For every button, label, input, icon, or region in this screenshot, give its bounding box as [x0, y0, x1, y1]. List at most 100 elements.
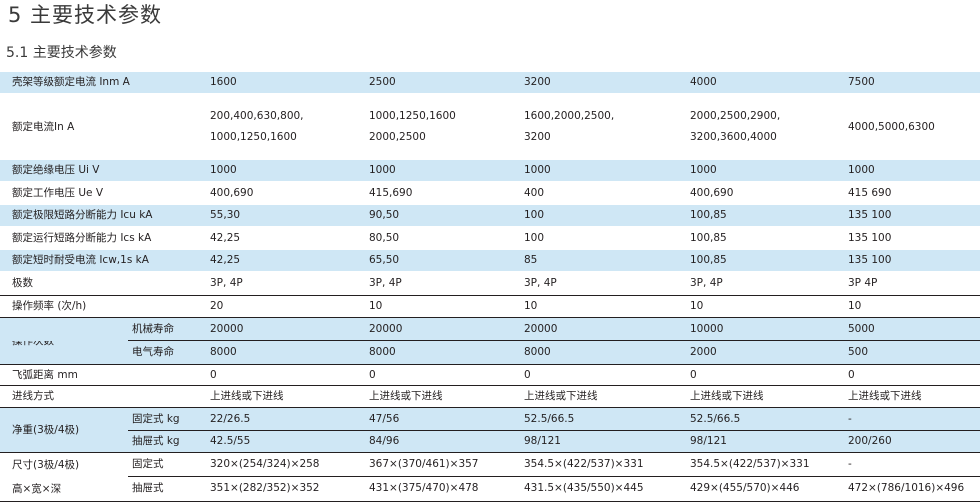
- size-fixed-value: 367×(370/461)×357: [369, 458, 479, 470]
- size-fixed-value: 354.5×(422/537)×331: [524, 458, 644, 470]
- poles-row: 极数 3P, 4P 3P, 4P 3P, 4P 3P, 4P 3P 4P: [0, 273, 980, 294]
- rated-insulation-voltage-row-label: 额定绝缘电压 Ui V: [12, 164, 100, 176]
- short-time-withstand-row-value: 65,50: [369, 254, 400, 266]
- mechanical-life-value: 10000: [690, 323, 724, 335]
- rated-operating-voltage-row-value: 400,690: [210, 187, 254, 199]
- arcing-distance-row-value: 0: [524, 368, 531, 381]
- rated-operating-voltage-row-value: 415,690: [369, 187, 413, 199]
- operation-frequency-row-value: 10: [524, 300, 538, 312]
- rated-insulation-voltage-row-value: 1000: [524, 164, 551, 176]
- operation-frequency-row-value: 10: [369, 300, 383, 312]
- operation-frequency-row-value: 10: [690, 300, 704, 312]
- rated-current-row-value: 4000,5000,6300: [848, 96, 935, 158]
- weight-mid-line: [128, 430, 980, 431]
- mechanical-life-value: 20000: [369, 323, 403, 335]
- size-mid-line: [128, 476, 980, 477]
- size-label-line2: 高×宽×深: [12, 483, 62, 495]
- service-breaking-capacity-row-label: 额定运行短路分断能力 Ics kA: [12, 232, 152, 244]
- weight-fixed-value: 22/26.5: [210, 412, 251, 425]
- electrical-life-value: 8000: [524, 346, 551, 358]
- poles-row-value: 3P, 4P: [690, 277, 723, 289]
- weight-drawout-row: 抽屉式 kg 42.5/55 84/96 98/121 98/121 200/260: [0, 431, 980, 452]
- weight-drawout-value: 98/121: [690, 435, 727, 447]
- size-drawout-value: 429×(455/570)×446: [690, 482, 800, 494]
- rated-current-row-value: 200,400,630,800, 1000,1250,1600: [210, 96, 304, 158]
- ultimate-breaking-capacity-row-value: 100,85: [690, 209, 727, 221]
- service-breaking-capacity-row-value: 100,85: [690, 232, 727, 244]
- service-breaking-capacity-row: 额定运行短路分断能力 Ics kA 42,25 80,50 100 100,85 135 …: [0, 228, 980, 249]
- service-breaking-capacity-row-value: 135 100: [848, 232, 892, 244]
- arcing-distance-row-value: 0: [369, 368, 376, 381]
- rated-operating-voltage-row-value: 400,690: [690, 187, 734, 199]
- ultimate-breaking-capacity-row-label: 额定极限短路分断能力 Icu kA: [12, 209, 153, 221]
- rated-current-row-value-line: 1000,1250,1600: [210, 131, 297, 143]
- weight-drawout-label: 抽屉式 kg: [132, 435, 180, 447]
- operation-frequency-row-label: 操作频率 (次/h): [12, 300, 87, 312]
- size-drawout-value: 351×(282/352)×352: [210, 482, 320, 494]
- weight-fixed-row: 固定式 kg 22/26.5 47/56 52.5/66.5 52.5/66.5 -: [0, 408, 980, 430]
- service-breaking-capacity-row-value: 100: [524, 232, 545, 244]
- rated-operating-voltage-row: 额定工作电压 Ue V 400,690 415,690 400 400,690 415 6…: [0, 183, 980, 204]
- wiring-mode-row-value: 上进线或下进线: [524, 390, 598, 402]
- rated-insulation-voltage-row-value: 1000: [848, 164, 875, 176]
- weight-bottom-line: [0, 452, 980, 453]
- size-drawout-value: 431.5×(435/550)×445: [524, 482, 644, 494]
- size-label-line1: 尺寸(3极/4极): [12, 459, 80, 471]
- electrical-life-label: 电气寿命: [132, 346, 174, 358]
- rated-operating-voltage-row-value: 415 690: [848, 187, 892, 199]
- rated-current-row-value: 1600,2000,2500, 3200: [524, 96, 614, 158]
- size-fixed-label: 固定式: [132, 458, 164, 470]
- poles-row-value: 3P, 4P: [369, 277, 402, 289]
- op-frequency-bottom-line: [0, 317, 980, 318]
- op-count-mid-line: [128, 340, 980, 341]
- poles-row-label: 极数: [12, 277, 33, 289]
- arcing-distance-row-value: 0: [210, 368, 217, 381]
- weight-fixed-value: 47/56: [369, 412, 400, 425]
- ultimate-breaking-capacity-row-value: 100: [524, 209, 545, 221]
- size-fixed-value: 354.5×(422/537)×331: [690, 458, 810, 470]
- page-title: 5 主要技术参数: [8, 3, 163, 27]
- section-title: 5.1 主要技术参数: [6, 45, 117, 61]
- header-row-value: 3200: [524, 76, 551, 88]
- ultimate-breaking-capacity-row: 额定极限短路分断能力 Icu kA 55,30 90,50 100 100,85 135 …: [0, 205, 980, 226]
- wiring-bottom-line: [0, 407, 980, 408]
- weight-drawout-value: 42.5/55: [210, 435, 251, 447]
- wiring-mode-row-value: 上进线或下进线: [848, 390, 922, 402]
- size-fixed-row: 固定式 320×(254/324)×258 367×(370/461)×357 354…: [0, 453, 980, 476]
- header-row-value: 1600: [210, 76, 237, 88]
- ultimate-breaking-capacity-row-value: 135 100: [848, 209, 892, 221]
- short-time-withstand-row-value: 100,85: [690, 254, 727, 266]
- size-label: 尺寸(3极/4极) 高×宽×深: [12, 453, 79, 501]
- rated-insulation-voltage-row-value: 1000: [369, 164, 396, 176]
- rated-insulation-voltage-row-value: 1000: [210, 164, 237, 176]
- rated-operating-voltage-row-value: 400: [524, 187, 545, 199]
- rated-insulation-voltage-row: 额定绝缘电压 Ui V 1000 1000 1000 1000 1000: [0, 160, 980, 181]
- wiring-mode-row-value: 上进线或下进线: [369, 390, 443, 402]
- electrical-life-value: 8000: [210, 346, 237, 358]
- size-drawout-label: 抽屉式: [132, 482, 164, 494]
- service-breaking-capacity-row-value: 80,50: [369, 232, 400, 244]
- rated-current-row-value-line: 1600,2000,2500,: [524, 110, 615, 122]
- weight-fixed-label: 固定式 kg: [132, 412, 180, 425]
- operation-frequency-row-value: 20: [210, 300, 224, 312]
- rated-current-row-value: 1000,1250,1600 2000,2500: [369, 96, 456, 158]
- wiring-mode-row: 进线方式 上进线或下进线 上进线或下进线 上进线或下进线 上进线或下进线 上进线或下进线: [0, 386, 980, 407]
- poles-row-value: 3P, 4P: [210, 277, 243, 289]
- poles-row-value: 3P, 4P: [524, 277, 557, 289]
- rated-current-row-value-line: 200,400,630,800,: [210, 110, 304, 122]
- size-fixed-value: -: [848, 458, 852, 470]
- weight-drawout-value: 200/260: [848, 435, 892, 447]
- mechanical-life-row: 机械寿命 20000 20000 20000 10000 5000: [0, 318, 980, 341]
- rated-current-row-label: 额定电流In A: [12, 120, 75, 133]
- header-row-label: 壳架等级额定电流 Inm A: [12, 76, 130, 88]
- rated-current-row-value-line: 4000,5000,6300: [848, 120, 935, 133]
- short-time-withstand-row-value: 85: [524, 254, 538, 266]
- wiring-mode-row-value: 上进线或下进线: [690, 390, 764, 402]
- service-breaking-capacity-row-value: 42,25: [210, 232, 241, 244]
- operation-frequency-row: 操作频率 (次/h) 20 10 10 10 10: [0, 296, 980, 317]
- size-fixed-value: 320×(254/324)×258: [210, 458, 320, 470]
- arc-bottom-line: [0, 385, 980, 386]
- mechanical-life-value: 20000: [524, 323, 558, 335]
- table-bottom-line: [0, 501, 980, 502]
- rated-current-row-value-line: 2000,2500: [369, 131, 426, 143]
